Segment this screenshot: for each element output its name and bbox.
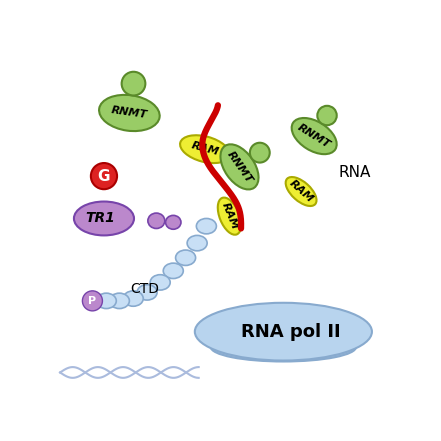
Ellipse shape: [96, 293, 116, 309]
Ellipse shape: [195, 303, 372, 361]
Ellipse shape: [292, 118, 336, 154]
Ellipse shape: [109, 293, 129, 309]
Ellipse shape: [122, 72, 146, 96]
Ellipse shape: [137, 285, 157, 300]
Ellipse shape: [99, 95, 160, 131]
Ellipse shape: [250, 143, 270, 163]
Ellipse shape: [187, 235, 207, 251]
Text: P: P: [88, 296, 97, 306]
Text: RAM: RAM: [220, 201, 239, 231]
Text: CTD: CTD: [130, 282, 159, 296]
Text: RNMT: RNMT: [111, 105, 148, 120]
Ellipse shape: [163, 263, 183, 279]
Ellipse shape: [220, 144, 258, 190]
Text: RNA pol II: RNA pol II: [241, 323, 341, 340]
Ellipse shape: [196, 218, 217, 234]
Ellipse shape: [165, 215, 181, 229]
Text: RAM: RAM: [287, 178, 315, 205]
Circle shape: [91, 163, 117, 189]
Ellipse shape: [74, 202, 134, 235]
Ellipse shape: [148, 213, 165, 228]
Ellipse shape: [211, 333, 356, 362]
Ellipse shape: [176, 250, 196, 265]
Text: TR1: TR1: [85, 212, 115, 225]
Circle shape: [82, 291, 102, 311]
Text: RNMT: RNMT: [296, 122, 333, 150]
Text: RNA: RNA: [339, 165, 371, 180]
Ellipse shape: [286, 177, 317, 206]
Text: G: G: [98, 168, 110, 183]
Ellipse shape: [180, 135, 230, 163]
Ellipse shape: [318, 106, 337, 125]
Ellipse shape: [123, 291, 143, 306]
Ellipse shape: [150, 275, 170, 290]
Ellipse shape: [218, 198, 241, 235]
Text: RNMT: RNMT: [225, 149, 254, 185]
Text: RAM: RAM: [190, 141, 220, 158]
